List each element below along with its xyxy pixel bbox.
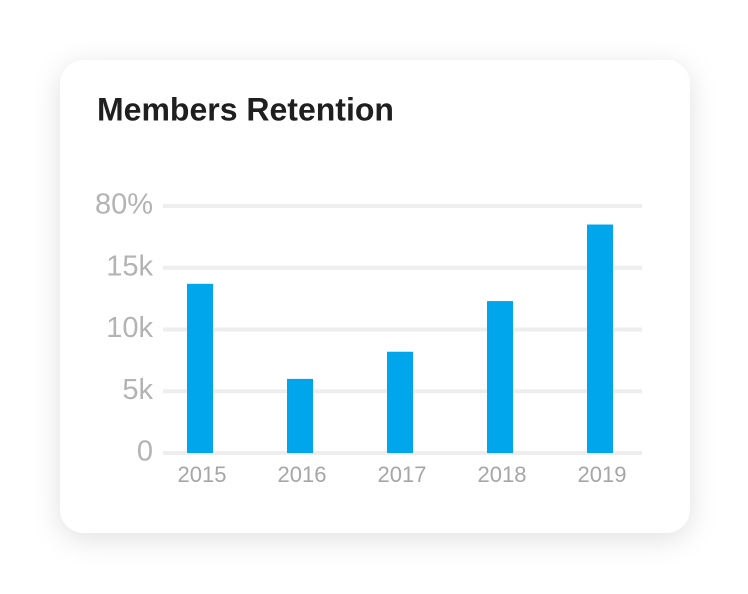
chart-title: Members Retention	[97, 91, 394, 127]
bar	[487, 301, 513, 453]
x-tick-label: 2019	[578, 462, 627, 487]
y-tick-label: 5k	[122, 374, 153, 406]
x-tick-label: 2017	[378, 462, 427, 487]
bar	[587, 224, 613, 453]
x-tick-label: 2016	[278, 462, 327, 487]
y-tick-label: 80%	[95, 189, 153, 221]
card	[60, 60, 690, 533]
bar	[387, 351, 413, 453]
y-tick-label: 0	[137, 436, 153, 468]
x-tick-label: 2015	[178, 462, 227, 487]
y-tick-label: 10k	[106, 312, 153, 344]
y-tick-label: 15k	[106, 250, 153, 282]
bar	[287, 378, 313, 453]
bar	[187, 283, 213, 453]
x-tick-label: 2018	[478, 462, 527, 487]
